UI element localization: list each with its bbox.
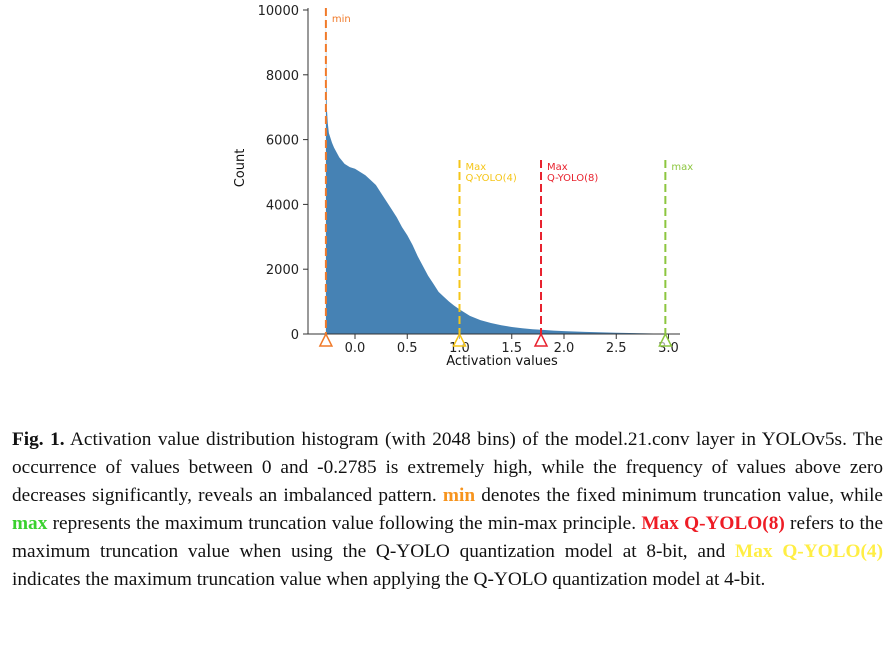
caption-text: Activation value distribution histogram … [12, 429, 883, 506]
x-tick-label: 0.0 [345, 341, 366, 356]
y-tick-label: 10000 [258, 4, 299, 19]
figure-label: Fig. 1. [12, 429, 65, 450]
marker-triangle-icon [533, 332, 549, 347]
marker-label-q4: Q-YOLO(4) [466, 173, 517, 184]
y-tick-label: 0 [291, 328, 299, 343]
x-tick-label: 2.0 [554, 341, 575, 356]
x-tick-label: 2.5 [606, 341, 627, 356]
marker-label-q8: Q-YOLO(8) [547, 173, 598, 184]
x-axis-label: Activation values [446, 354, 558, 369]
marker-label-q8: Max [547, 162, 568, 173]
caption-text: indicates the maximum truncation value w… [12, 569, 766, 590]
caption-text: refers to the maximum truncation value w… [12, 513, 883, 562]
caption-q-yolo-4: Max Q-YOLO(4) [735, 541, 883, 562]
caption-max: max [12, 513, 48, 534]
figure-caption: Fig. 1. Activation value distribution hi… [12, 426, 883, 594]
marker-label-q4: Max [466, 162, 487, 173]
marker-triangle-icon [318, 332, 334, 347]
marker-label-min: min [332, 14, 351, 25]
x-tick-label: 1.5 [501, 341, 522, 356]
y-tick-label: 2000 [266, 263, 299, 278]
caption-text: represents the maximum truncation value … [47, 513, 642, 534]
marker-triangle-icon [658, 332, 673, 347]
y-axis-label: Count [233, 149, 248, 188]
caption-q-yolo-8: Max Q-YOLO(8) [641, 513, 785, 534]
y-tick-label: 8000 [266, 69, 299, 84]
histogram-bars [325, 10, 666, 334]
marker-label-max: max [671, 162, 693, 173]
y-tick-label: 6000 [266, 134, 299, 149]
y-tick-label: 4000 [266, 198, 299, 213]
caption-min: min [442, 485, 476, 506]
x-tick-label: 0.5 [397, 341, 418, 356]
caption-text: denotes the fixed minimum truncation val… [475, 485, 883, 506]
marker-triangle-icon [452, 332, 467, 347]
